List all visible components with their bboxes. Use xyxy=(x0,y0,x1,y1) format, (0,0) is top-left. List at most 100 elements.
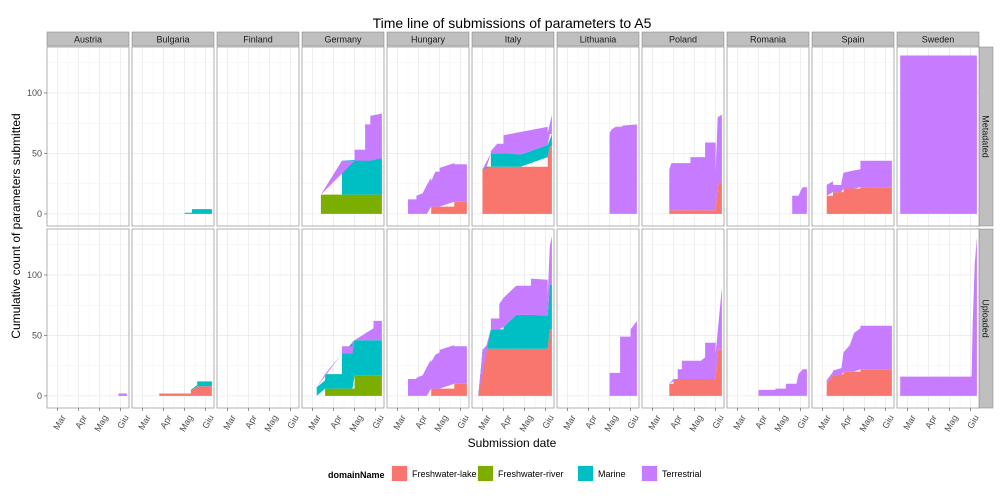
panel-border xyxy=(726,228,810,409)
panel-border xyxy=(131,46,215,227)
x-tick-label: Giu xyxy=(370,413,386,430)
x-axis-lithuania: Mar Apr Mag Giu xyxy=(561,408,641,433)
x-tick-label: Apr xyxy=(583,413,599,430)
y-tick-label: 0 xyxy=(37,391,42,401)
column-strip-label: Italy xyxy=(505,35,522,45)
panel-spain-metadated xyxy=(812,47,894,226)
area-terrestrial xyxy=(320,113,382,195)
area-terrestrial xyxy=(826,157,892,196)
legend-swatch xyxy=(642,466,657,481)
panel-sweden-metadated xyxy=(897,47,979,226)
area-marine xyxy=(320,158,382,195)
panel-border xyxy=(386,46,470,227)
legend-label: Marine xyxy=(598,469,626,479)
panel-poland-uploaded xyxy=(642,229,724,408)
panel-sweden-uploaded xyxy=(897,229,979,408)
area-terrestrial xyxy=(785,187,807,214)
area-freshwater-lake xyxy=(669,182,722,214)
x-tick-label: Mag xyxy=(857,413,874,433)
area-freshwater-lake xyxy=(159,386,212,396)
panel-border xyxy=(386,228,470,409)
area-terrestrial xyxy=(669,287,722,384)
x-tick-label: Mar xyxy=(51,413,67,431)
area-terrestrial xyxy=(669,114,722,211)
x-axis-italy: Mar Apr Mag Giu xyxy=(476,408,556,433)
x-axis-hungary: Mar Apr Mag Giu xyxy=(391,408,471,433)
y-tick-label: 50 xyxy=(32,330,42,340)
panel-germany-metadated xyxy=(302,47,384,226)
x-tick-label: Mag xyxy=(687,413,704,433)
y-tick-label: 100 xyxy=(27,88,42,98)
area-terrestrial xyxy=(408,345,467,396)
area-terrestrial xyxy=(609,320,637,396)
panel-areas xyxy=(408,345,467,396)
column-strip-hungary: Hungary xyxy=(386,31,470,47)
column-strip-lithuania: Lithuania xyxy=(556,31,640,47)
area-freshwater-lake xyxy=(826,369,892,396)
area-freshwater-lake xyxy=(669,349,722,396)
column-strip-label: Spain xyxy=(841,35,864,45)
x-tick-label: Apr xyxy=(328,413,344,430)
area-terrestrial xyxy=(408,163,467,214)
legend-swatch xyxy=(392,466,407,481)
column-strip-poland: Poland xyxy=(641,31,725,47)
x-axis-poland: Mar Apr Mag Giu xyxy=(646,408,726,433)
panel-romania-uploaded xyxy=(727,229,809,408)
column-strip-label: Romania xyxy=(750,35,786,45)
x-axis-bulgaria: Mar Apr Mag Giu xyxy=(136,408,216,433)
row-strip-uploaded: Uploaded xyxy=(976,228,994,409)
x-axis-austria: Mar Apr Mag Giu xyxy=(51,408,131,433)
x-tick-label: Mag xyxy=(92,413,109,433)
area-marine xyxy=(316,340,382,396)
column-strip-sweden: Sweden xyxy=(896,31,980,47)
area-terrestrial xyxy=(900,55,977,214)
x-tick-label: Mar xyxy=(306,413,322,431)
panel-areas xyxy=(609,124,637,214)
panel-border xyxy=(811,228,895,409)
y-tick-label: 0 xyxy=(37,209,42,219)
area-marine xyxy=(482,134,552,170)
panel-areas xyxy=(758,369,807,396)
facet-panels: Austria Bulgaria Finland Germany Hungary Ital… xyxy=(27,31,994,433)
column-strip-germany: Germany xyxy=(301,31,385,47)
legend-label: Freshwater-river xyxy=(498,469,564,479)
area-freshwater-river xyxy=(320,194,382,214)
panel-romania-metadated xyxy=(727,47,809,226)
panel-lithuania-uploaded xyxy=(557,229,639,408)
column-strip-label: Bulgaria xyxy=(156,35,189,45)
panel-austria-uploaded xyxy=(47,229,129,408)
area-freshwater-lake xyxy=(826,187,892,214)
x-tick-label: Mar xyxy=(646,413,662,431)
x-axis-sweden: Mar Apr Mag Giu xyxy=(901,408,981,433)
panel-areas xyxy=(609,320,637,396)
area-freshwater-lake xyxy=(478,329,552,396)
panel-areas xyxy=(159,381,212,396)
x-tick-label: Giu xyxy=(200,413,216,430)
row-strip-label: Metadated xyxy=(981,115,991,158)
area-freshwater-lake xyxy=(408,201,467,214)
column-strip-romania: Romania xyxy=(726,31,810,47)
panel-border xyxy=(131,228,215,409)
panel-bulgaria-metadated xyxy=(132,47,214,226)
panel-italy-uploaded xyxy=(472,229,554,408)
panel-areas xyxy=(478,236,552,396)
y-axis-uploaded: 0 50 100 xyxy=(27,270,47,401)
panel-areas xyxy=(826,157,892,214)
x-tick-label: Giu xyxy=(880,413,896,430)
panel-border xyxy=(896,46,980,227)
area-terrestrial xyxy=(609,124,637,214)
x-tick-label: Apr xyxy=(838,413,854,430)
legend-item-terrestrial: Terrestrial xyxy=(640,464,702,483)
chart-title: Time line of submissions of parameters t… xyxy=(373,15,652,31)
area-terrestrial xyxy=(482,114,552,170)
row-strip-label: Uploaded xyxy=(981,299,991,338)
column-strip-label: Sweden xyxy=(922,35,955,45)
x-tick-label: Mar xyxy=(816,413,832,431)
x-tick-label: Mar xyxy=(561,413,577,431)
panel-areas xyxy=(184,209,212,214)
x-tick-label: Giu xyxy=(285,413,301,430)
x-axis-romania: Mar Apr Mag Giu xyxy=(731,408,811,433)
area-marine xyxy=(184,209,212,214)
area-terrestrial xyxy=(316,320,382,388)
x-tick-label: Giu xyxy=(795,413,811,430)
